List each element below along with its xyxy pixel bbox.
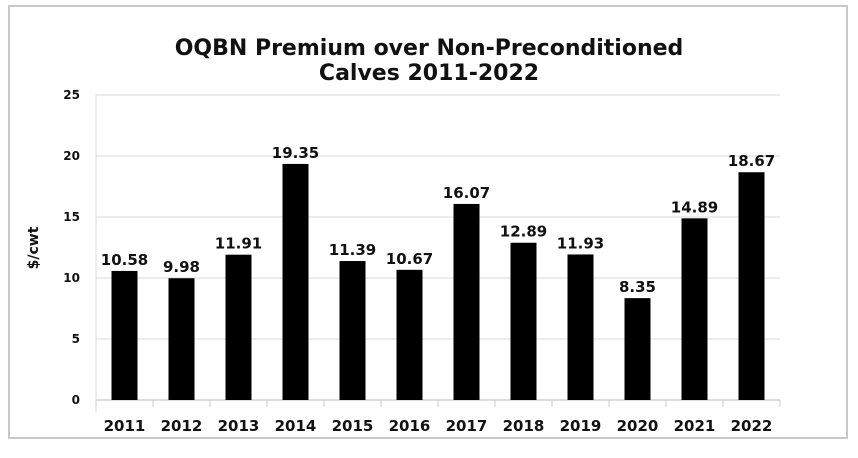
chart-title-line-1: OQBN Premium over Non-Preconditioned <box>175 36 684 61</box>
x-tick-label-2016: 2016 <box>389 417 431 435</box>
bar-2016 <box>396 269 423 400</box>
y-tick-label: 10 <box>63 271 80 285</box>
x-tick-label-2014: 2014 <box>275 417 317 435</box>
data-label-2016: 10.67 <box>386 250 433 268</box>
data-label-2015: 11.39 <box>329 241 376 259</box>
bar-2013 <box>225 254 252 400</box>
data-label-2012: 9.98 <box>163 258 200 276</box>
x-tick-label-2018: 2018 <box>503 417 545 435</box>
x-tick-label-2015: 2015 <box>332 417 374 435</box>
bar-2012 <box>168 278 195 400</box>
bar-2020 <box>624 298 651 400</box>
y-axis-label: $/cwt <box>26 226 42 269</box>
bar-2018 <box>510 242 537 400</box>
data-label-2019: 11.93 <box>557 234 604 252</box>
bar-2019 <box>567 254 594 400</box>
bar-2017 <box>453 203 480 400</box>
data-label-2013: 11.91 <box>215 235 262 253</box>
data-label-2014: 19.35 <box>272 144 319 162</box>
bar-2011 <box>111 270 138 400</box>
data-label-2017: 16.07 <box>443 184 490 202</box>
bar-2021 <box>681 218 708 400</box>
bar-2014 <box>282 163 309 400</box>
x-tick-label-2011: 2011 <box>104 417 146 435</box>
bar-2015 <box>339 261 366 400</box>
y-tick-label: 15 <box>63 210 80 224</box>
data-label-2021: 14.89 <box>671 198 718 216</box>
x-tick-label-2019: 2019 <box>560 417 602 435</box>
x-tick-label-2013: 2013 <box>218 417 260 435</box>
chart-frame <box>8 5 848 439</box>
bar-2022 <box>738 172 765 400</box>
x-tick-label-2021: 2021 <box>674 417 716 435</box>
x-tick-label-2022: 2022 <box>731 417 773 435</box>
x-tick-label-2020: 2020 <box>617 417 659 435</box>
data-label-2018: 12.89 <box>500 223 547 241</box>
x-tick-label-2012: 2012 <box>161 417 203 435</box>
x-tick-label-2017: 2017 <box>446 417 488 435</box>
y-tick-label: 20 <box>63 149 80 163</box>
data-label-2020: 8.35 <box>619 278 656 296</box>
y-tick-label: 25 <box>63 88 80 102</box>
y-tick-label: 0 <box>72 393 80 407</box>
data-label-2011: 10.58 <box>101 251 148 269</box>
y-tick-label: 5 <box>72 332 80 346</box>
chart-title-line-2: Calves 2011-2022 <box>319 61 539 86</box>
data-label-2022: 18.67 <box>728 152 775 170</box>
